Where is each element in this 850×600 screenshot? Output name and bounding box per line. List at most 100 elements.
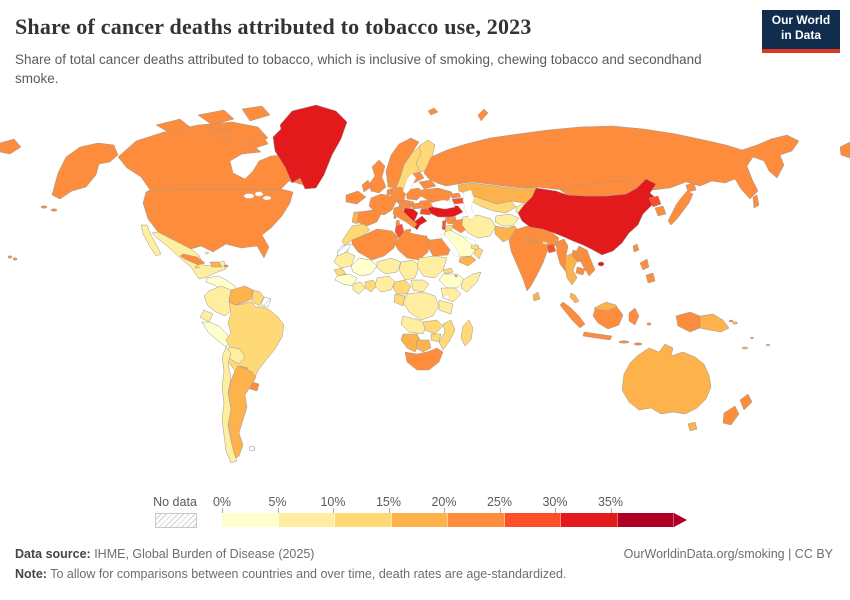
country-vietnam[interactable] — [575, 245, 596, 277]
country-french-guiana[interactable] — [260, 296, 272, 308]
country-afghanistan[interactable] — [494, 213, 520, 227]
country-canada-island5[interactable] — [245, 133, 269, 150]
country-uganda-kenya[interactable] — [440, 287, 462, 303]
country-france[interactable] — [368, 193, 397, 216]
country-nigeria[interactable] — [374, 275, 396, 293]
country-mozambique[interactable] — [438, 319, 456, 351]
country-chad[interactable] — [398, 259, 420, 281]
country-united-states-mainland[interactable] — [142, 188, 294, 259]
country-senegal[interactable] — [333, 267, 347, 277]
country-united-states-alaska[interactable] — [51, 142, 119, 200]
country-niger[interactable] — [376, 257, 402, 275]
country-sudan[interactable] — [416, 255, 448, 279]
country-united-states-aleutians2[interactable] — [50, 208, 58, 212]
country-united-states-hawaii[interactable] — [7, 255, 13, 259]
country-papua-new-guinea[interactable] — [699, 313, 730, 333]
legend-seg-35-plus[interactable] — [617, 513, 674, 527]
country-italy[interactable] — [392, 205, 418, 229]
country-greenland[interactable] — [272, 104, 348, 190]
country-canada-island2[interactable] — [197, 109, 235, 126]
country-zambia[interactable] — [422, 319, 444, 335]
country-north-korea[interactable] — [648, 195, 662, 208]
country-portugal[interactable] — [351, 211, 360, 225]
country-zimbabwe[interactable] — [430, 333, 442, 343]
country-cuba[interactable] — [179, 253, 206, 266]
country-mexico-baja[interactable] — [140, 224, 162, 257]
country-indonesia-lesser-sunda2[interactable] — [633, 342, 643, 346]
country-madagascar[interactable] — [460, 319, 474, 347]
country-united-states-aleutians[interactable] — [40, 205, 48, 209]
country-indonesia-sulawesi[interactable] — [628, 307, 640, 326]
legend-seg-10-15[interactable] — [335, 513, 392, 527]
owid-logo[interactable]: Our World in Data — [762, 10, 840, 53]
country-philippines-mindanao[interactable] — [645, 272, 656, 284]
country-vanuatu[interactable] — [750, 336, 754, 340]
country-ethiopia[interactable] — [438, 273, 466, 289]
country-ghana-togo-benin[interactable] — [364, 279, 378, 293]
country-russia[interactable] — [423, 125, 800, 200]
legend-seg-20-25[interactable] — [448, 513, 505, 527]
country-australia[interactable] — [621, 343, 712, 415]
country-somalia[interactable] — [460, 271, 482, 293]
country-bhutan[interactable] — [541, 240, 549, 246]
country-russia-sakhalin[interactable] — [752, 194, 760, 209]
country-ivory-coast[interactable] — [352, 281, 366, 295]
country-dr-congo[interactable] — [402, 291, 440, 321]
country-iceland[interactable] — [345, 190, 367, 205]
legend-seg-0-5[interactable] — [222, 513, 279, 527]
country-taiwan[interactable] — [632, 243, 640, 253]
country-sri-lanka[interactable] — [532, 291, 541, 302]
country-fiji[interactable] — [765, 343, 771, 347]
country-japan-hokkaido[interactable] — [685, 182, 697, 193]
country-colombia[interactable] — [203, 285, 234, 317]
country-philippines-luzon[interactable] — [639, 258, 650, 271]
country-ecuador[interactable] — [199, 309, 214, 323]
country-russia-novaya-zemlya[interactable] — [477, 108, 489, 122]
country-cameroon[interactable] — [392, 279, 412, 295]
country-cambodia[interactable] — [575, 266, 586, 276]
country-djibouti[interactable] — [454, 274, 458, 278]
country-russia-west-fragment[interactable] — [0, 138, 22, 155]
no-data-swatch[interactable] — [155, 513, 197, 528]
country-falkland-islands[interactable] — [248, 445, 256, 452]
country-indonesia-sumatra[interactable] — [559, 301, 586, 329]
country-japan[interactable] — [667, 190, 694, 226]
country-mali[interactable] — [350, 257, 378, 277]
country-central-african-republic[interactable] — [410, 279, 430, 293]
country-indonesia-java[interactable] — [582, 331, 613, 341]
country-eritrea[interactable] — [442, 267, 454, 275]
country-south-korea[interactable] — [654, 205, 667, 217]
country-india[interactable] — [508, 225, 560, 292]
country-china-hainan[interactable] — [597, 261, 605, 267]
country-georgia[interactable] — [449, 192, 462, 199]
country-peru[interactable] — [201, 321, 232, 348]
country-puerto-rico[interactable] — [223, 264, 229, 268]
country-new-zealand-south[interactable] — [722, 405, 740, 426]
country-united-kingdom[interactable] — [368, 159, 387, 194]
country-indonesia-kalimantan[interactable] — [592, 306, 624, 330]
country-guyana-suriname[interactable] — [251, 289, 265, 307]
country-nepal[interactable] — [525, 235, 540, 243]
country-jamaica[interactable] — [194, 265, 200, 269]
country-canada-island1[interactable] — [155, 118, 191, 134]
country-united-states-hawaii2[interactable] — [12, 257, 18, 261]
country-libya[interactable] — [394, 231, 431, 261]
country-new-caledonia[interactable] — [741, 346, 749, 350]
owid-link[interactable]: OurWorldinData.org/smoking | CC BY — [623, 547, 833, 561]
country-png-new-britain[interactable] — [732, 321, 738, 325]
country-svalbard[interactable] — [427, 107, 439, 116]
country-hispaniola[interactable] — [209, 261, 223, 268]
country-venezuela[interactable] — [228, 285, 254, 306]
country-australia-tasmania[interactable] — [687, 421, 698, 432]
legend-seg-25-30[interactable] — [504, 513, 561, 527]
country-malaysia-peninsula[interactable] — [569, 292, 580, 304]
country-ireland[interactable] — [361, 179, 372, 193]
country-botswana[interactable] — [415, 339, 432, 353]
country-uae-qatar[interactable] — [470, 243, 480, 251]
country-belarus[interactable] — [418, 179, 437, 190]
legend-seg-30-35[interactable] — [561, 513, 618, 527]
country-angola[interactable] — [400, 315, 428, 335]
legend-seg-5-10[interactable] — [278, 513, 335, 527]
country-gabon-congo[interactable] — [393, 293, 406, 307]
country-canada-island3[interactable] — [241, 105, 271, 122]
